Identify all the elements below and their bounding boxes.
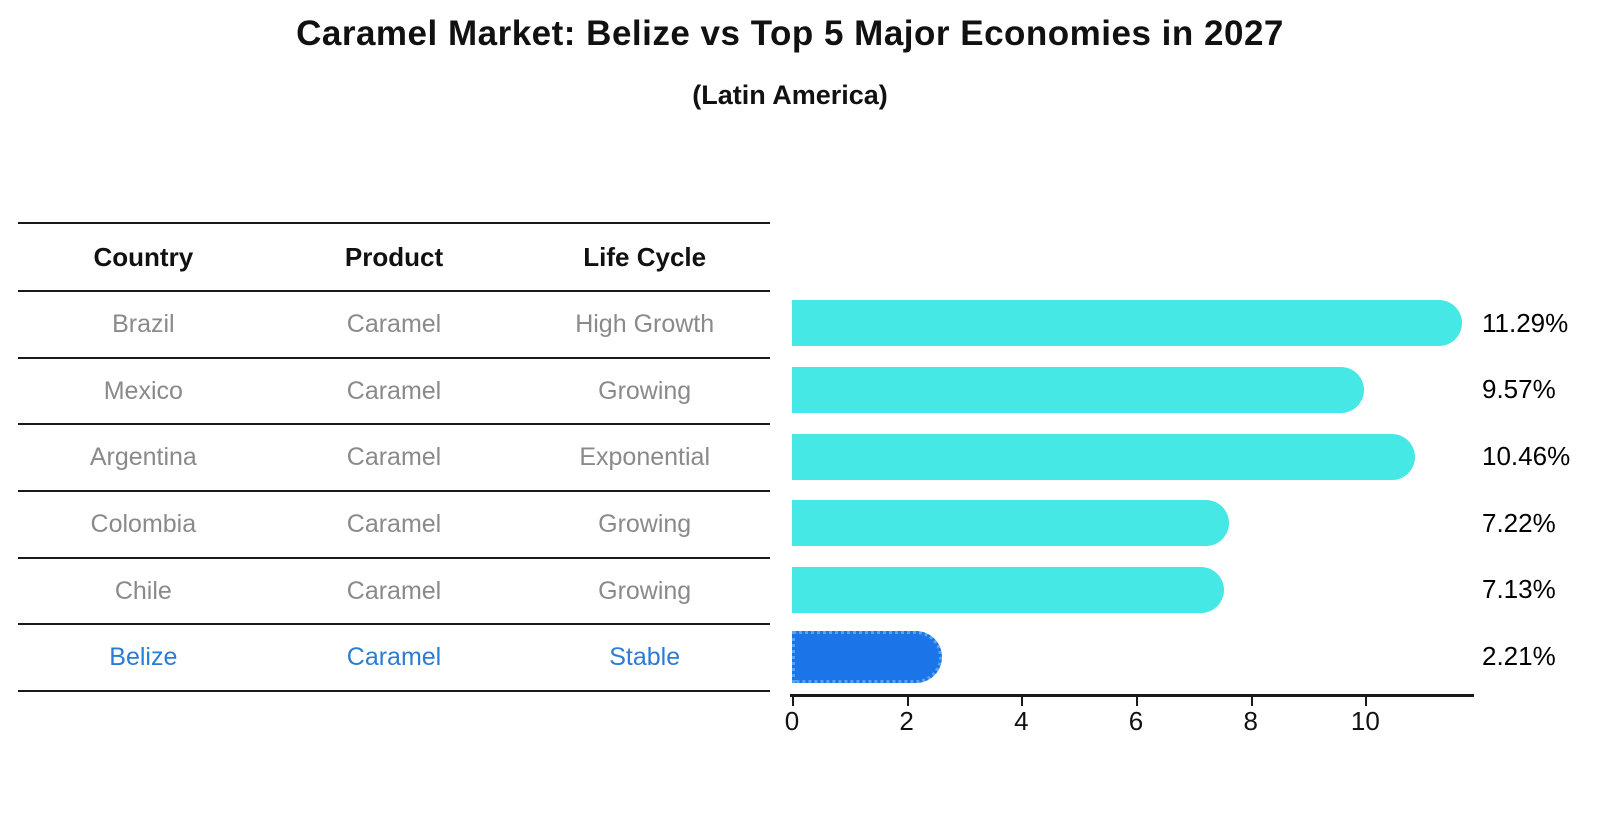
x-axis-tick-2 xyxy=(906,697,909,706)
table-body: Brazil Caramel High Growth Mexico Caramel Gro… xyxy=(18,292,770,693)
table-cell-product: Caramel xyxy=(346,443,442,472)
value-label-row-brazil: 11.29% xyxy=(1482,290,1602,357)
table-cell-product: Caramel xyxy=(346,376,442,405)
x-axis-spine xyxy=(790,694,1474,697)
x-axis-tick-0 xyxy=(792,697,794,706)
value-label-mexico: 9.57% xyxy=(1482,374,1556,405)
bar-row-mexico xyxy=(792,357,1472,424)
table-row-colombia: Colombia Caramel Growing xyxy=(18,492,770,559)
table-cell-life-cycle: Growing xyxy=(598,376,692,405)
table-cell-life-cycle: Exponential xyxy=(579,443,710,472)
country-table: Country Product Life Cycle Brazil Caramel… xyxy=(18,222,770,693)
bar-row-colombia xyxy=(792,490,1472,557)
table-cell-life-cycle: Stable xyxy=(609,643,681,672)
value-label-row-mexico: 9.57% xyxy=(1482,357,1602,424)
value-label-chile: 7.13% xyxy=(1482,574,1556,605)
bar-argentina xyxy=(792,433,1415,480)
value-label-argentina: 10.46% xyxy=(1482,441,1571,472)
table-cell-country: Argentina xyxy=(89,443,197,472)
value-label-row-colombia: 7.22% xyxy=(1482,490,1602,557)
value-label-row-chile: 7.13% xyxy=(1482,557,1602,624)
table-cell-country: Chile xyxy=(114,576,172,605)
bar-colombia xyxy=(792,500,1229,547)
value-label-brazil: 11.29% xyxy=(1482,307,1569,338)
table-cell-country: Mexico xyxy=(103,376,183,405)
bar-chart-plot-area xyxy=(792,290,1472,690)
table-cell-product: Caramel xyxy=(346,643,442,672)
table-cell-country: Belize xyxy=(109,643,178,672)
table-row-brazil: Brazil Caramel High Growth xyxy=(18,292,770,359)
value-label-row-argentina: 10.46% xyxy=(1482,423,1602,490)
x-axis-tick-10 xyxy=(1365,697,1368,706)
table-row-chile: Chile Caramel Growing xyxy=(18,559,770,626)
table-cell-product: Caramel xyxy=(346,576,442,605)
table-cell-life-cycle: Growing xyxy=(598,509,692,538)
value-label-row-belize: 2.21% xyxy=(1482,623,1602,690)
table-cell-life-cycle: High Growth xyxy=(575,309,715,338)
bar-belize xyxy=(792,630,942,683)
table-cell-country: Colombia xyxy=(90,509,197,538)
x-axis-tick-4 xyxy=(1021,697,1024,706)
x-axis-tick-6 xyxy=(1136,697,1138,706)
x-axis-tick-label-0: 0 xyxy=(784,706,800,736)
table-header-life-cycle: Life Cycle xyxy=(583,241,707,272)
chart-title: Caramel Market: Belize vs Top 5 Major Ec… xyxy=(296,14,1284,53)
table-cell-life-cycle: Growing xyxy=(598,576,692,605)
bar-mexico xyxy=(792,366,1364,413)
bar-brazil xyxy=(792,300,1463,347)
bar-row-brazil xyxy=(792,290,1472,357)
value-label-belize: 2.21% xyxy=(1482,641,1556,672)
bar-chile xyxy=(792,566,1224,613)
x-axis-tick-label-8: 8 xyxy=(1243,706,1258,736)
table-cell-country: Brazil xyxy=(112,309,175,338)
x-axis-tick-label-2: 2 xyxy=(899,706,914,736)
bar-row-belize xyxy=(792,623,1472,690)
bar-row-chile xyxy=(792,557,1472,624)
table-header-product: Product xyxy=(344,241,444,272)
chart-subtitle: (Latin America) xyxy=(692,80,888,110)
value-label-colombia: 7.22% xyxy=(1482,507,1556,538)
table-row-mexico: Mexico Caramel Growing xyxy=(18,359,770,426)
table-row-belize: Belize Caramel Stable xyxy=(18,625,770,693)
table-header-country: Country xyxy=(93,241,194,272)
x-axis-tick-label-4: 4 xyxy=(1014,706,1029,736)
x-axis-tick-8 xyxy=(1250,697,1253,706)
x-axis-tick-label-6: 6 xyxy=(1128,706,1144,736)
table-row-argentina: Argentina Caramel Exponential xyxy=(18,425,770,493)
table-cell-product: Caramel xyxy=(346,509,442,538)
bar-row-argentina xyxy=(792,423,1472,490)
x-axis-tick-label-10: 10 xyxy=(1350,706,1380,736)
table-cell-product: Caramel xyxy=(346,309,442,338)
table-header-row: Country Product Life Cycle xyxy=(18,224,770,292)
value-label-column: 11.29% 9.57% 10.46% 7.22% 7.13% 2.21% xyxy=(1482,290,1602,690)
